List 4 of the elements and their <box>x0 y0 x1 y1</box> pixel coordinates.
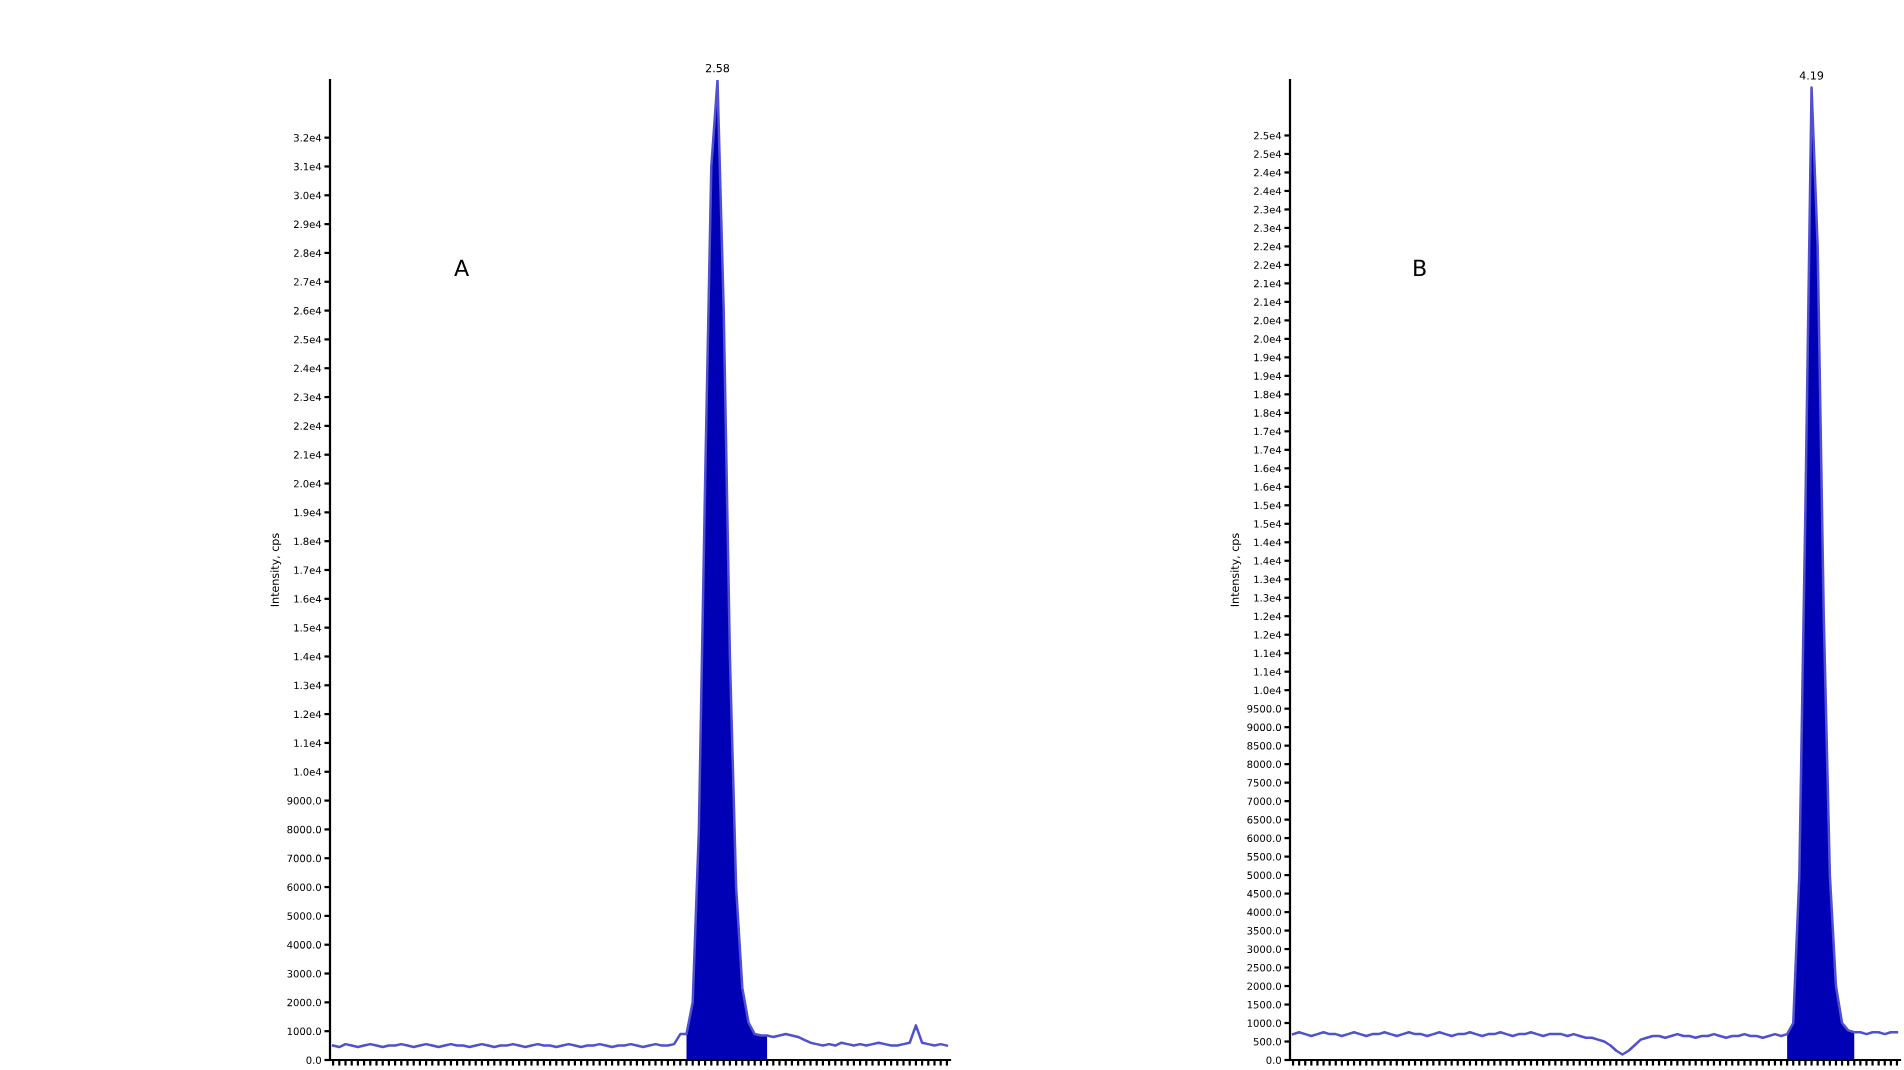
text: A <box>454 259 470 276</box>
line-series <box>331 80 949 1049</box>
line-series <box>1291 86 1899 1056</box>
text: B <box>1414 259 1426 276</box>
